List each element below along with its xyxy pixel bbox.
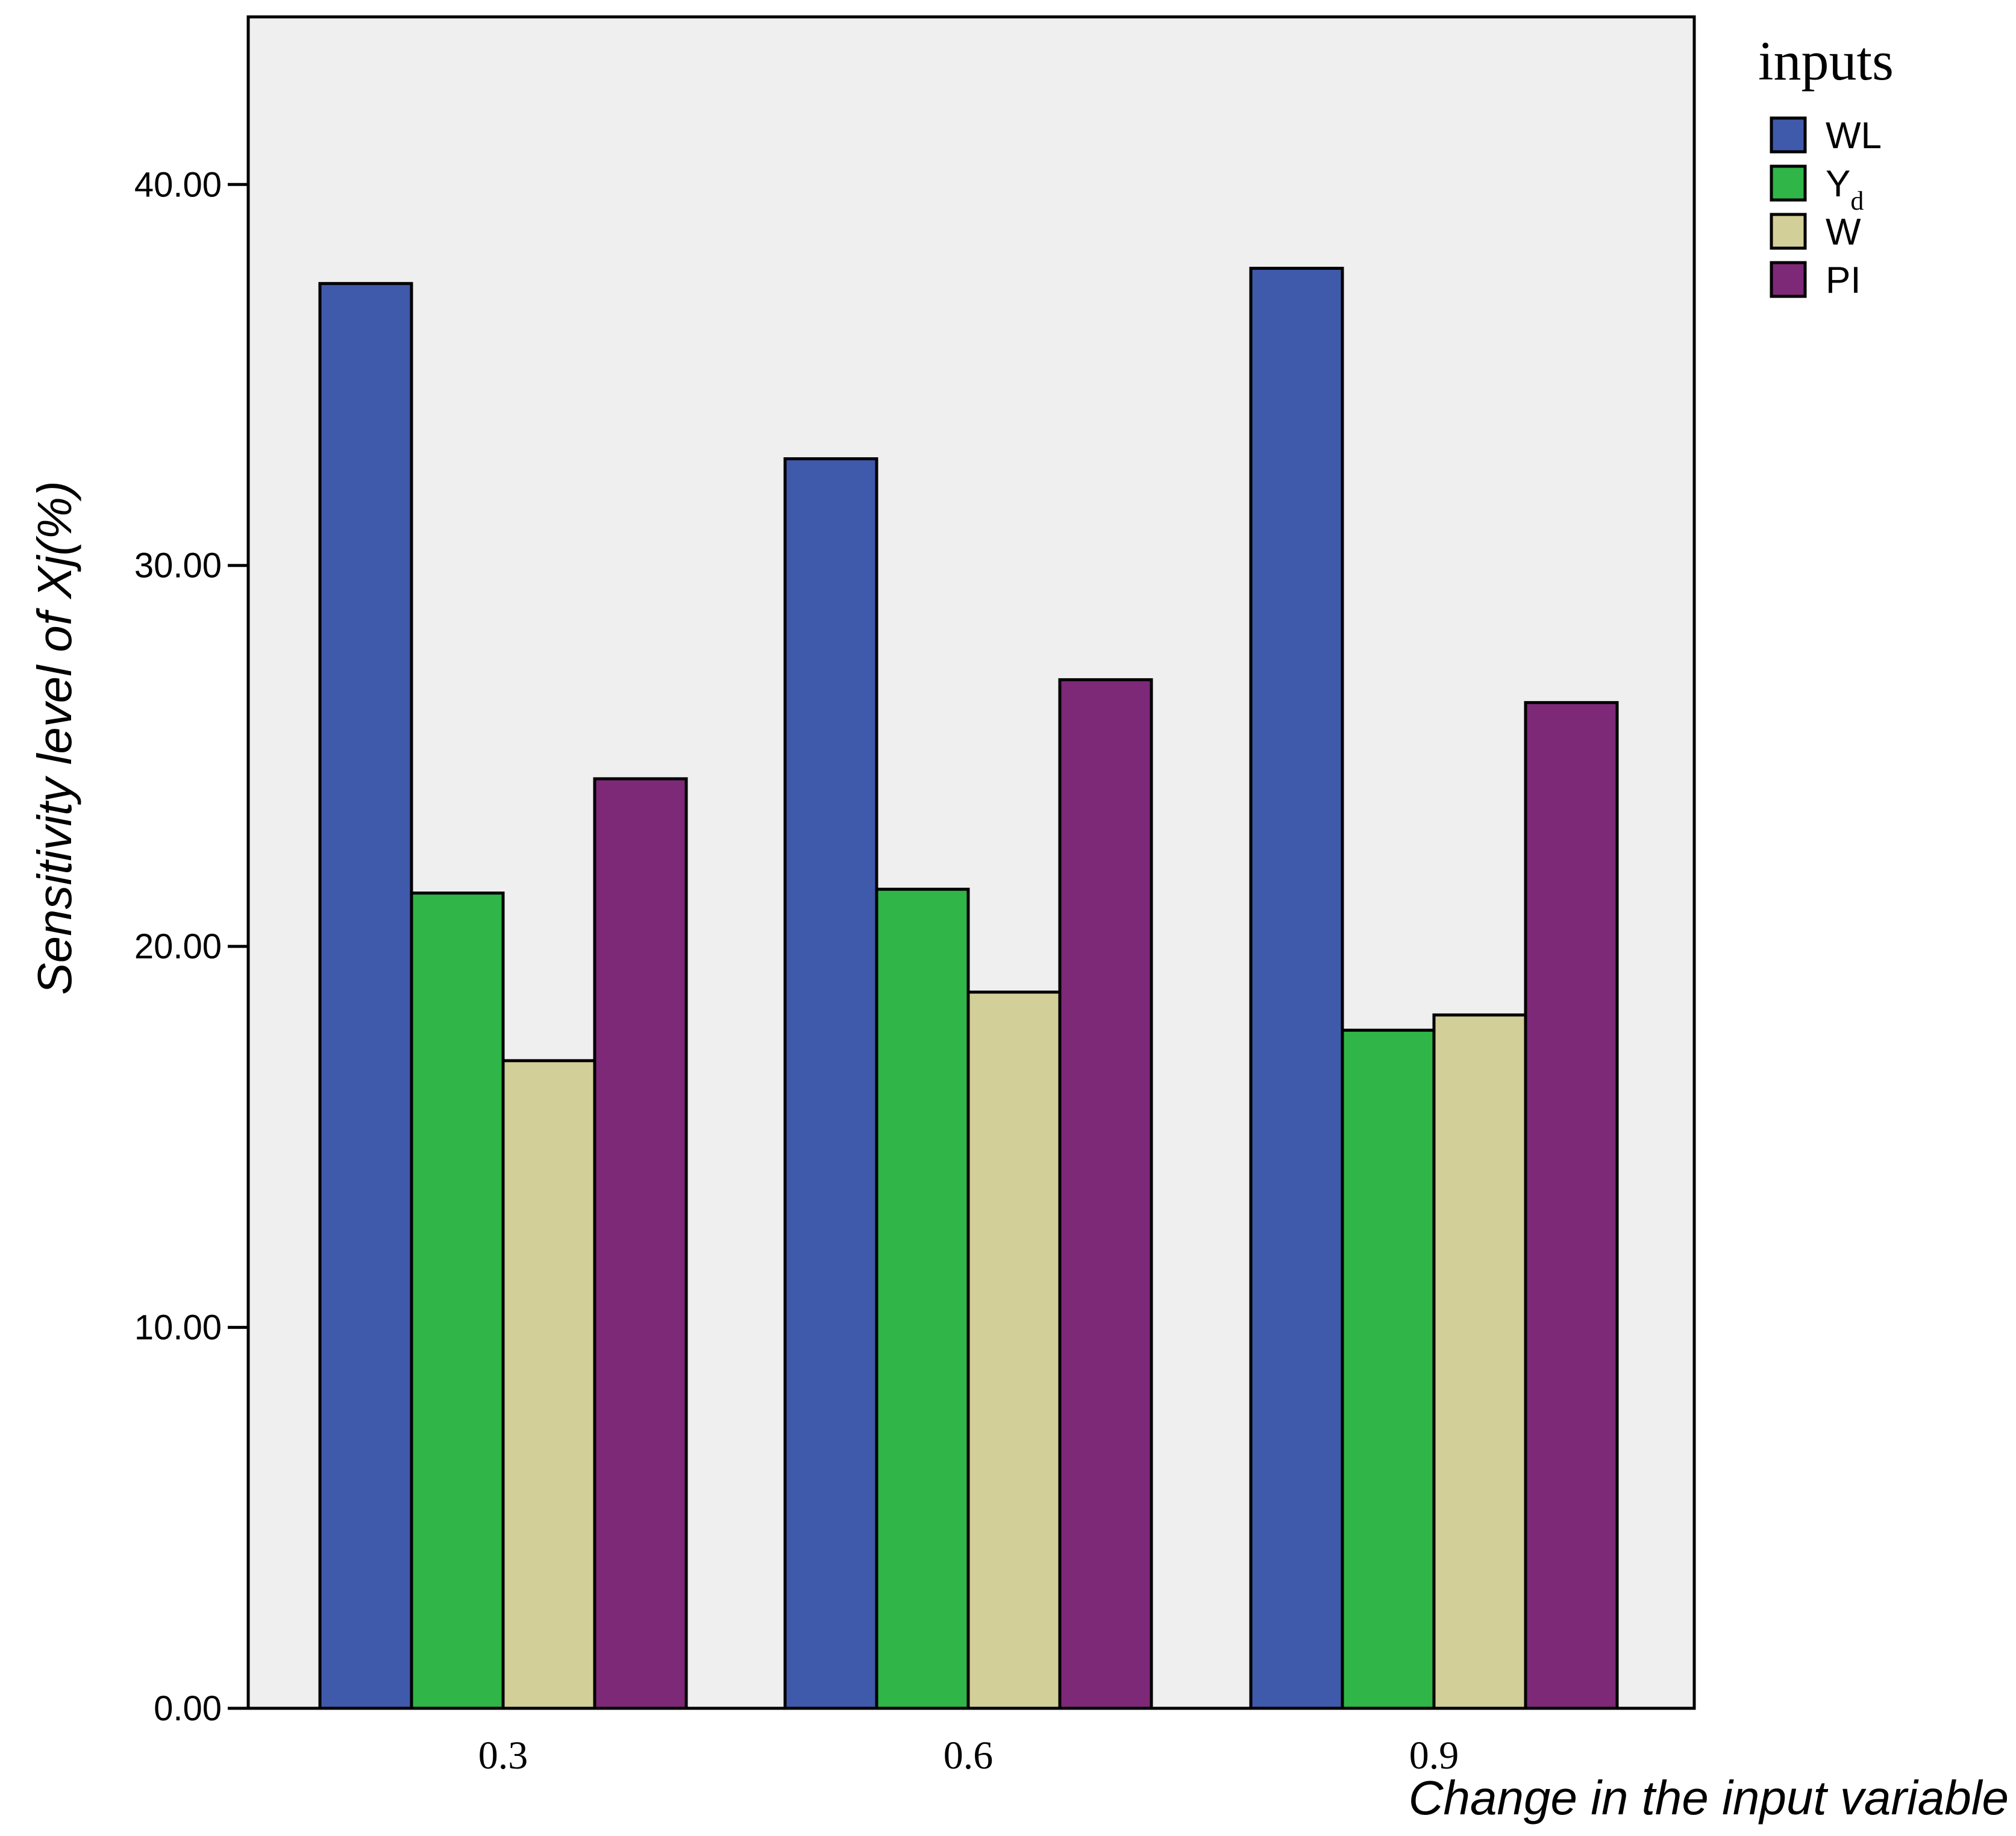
bar-w-0_3 <box>501 1059 596 1710</box>
legend-label-main: W <box>1826 211 1861 253</box>
x-tick-label: 0.9 <box>1409 1734 1459 1778</box>
legend-label-subscript: d <box>1850 186 1864 216</box>
x-tick-label: 0.3 <box>478 1734 528 1778</box>
bar-wl-0_6 <box>783 457 878 1710</box>
bar-pi-0_6 <box>1058 678 1153 1710</box>
y-tick-label: 40.00 <box>134 165 222 204</box>
bar-wl-0_3 <box>318 282 413 1710</box>
legend-label-pi: PI <box>1826 260 1861 301</box>
plot-frame <box>246 15 1696 1710</box>
x-axis: 0.3 0.6 0.9 <box>478 1734 1459 1778</box>
x-tick-label: 0.6 <box>944 1734 994 1778</box>
bar-yd-0_9 <box>1341 1028 1436 1710</box>
bar-yd-0_3 <box>410 891 505 1710</box>
legend-swatch-w <box>1770 213 1807 250</box>
legend-label-wl: WL <box>1826 115 1882 157</box>
bars-layer <box>318 266 1619 1710</box>
y-tick-label: 10.00 <box>134 1308 222 1347</box>
bar-wl-0_9 <box>1249 266 1344 1710</box>
y-axis-title: Sensitivity level of Xj(%) <box>28 481 81 995</box>
legend-label-main: Y <box>1826 163 1850 205</box>
bar-pi-0_9 <box>1524 701 1619 1710</box>
legend-label-w: W <box>1826 211 1861 253</box>
bar-yd-0_6 <box>875 887 970 1710</box>
y-tick-label: 30.00 <box>134 546 222 585</box>
bar-w-0_6 <box>966 990 1062 1710</box>
x-axis-title: Change in the input variable <box>1409 1771 2009 1825</box>
legend-label-main: PI <box>1826 260 1861 301</box>
legend-label-main: WL <box>1826 115 1882 157</box>
legend-swatch-wl <box>1770 116 1807 154</box>
y-tick-label: 20.00 <box>134 927 222 966</box>
y-tick-label: 0.00 <box>154 1689 222 1728</box>
legend-title: inputs <box>1758 30 1894 92</box>
bar-pi-0_3 <box>593 777 688 1710</box>
legend-swatch-pi <box>1770 261 1807 298</box>
legend: inputs WL YdW PI <box>1758 30 1894 301</box>
legend-items: WL YdW PI <box>1770 115 1882 301</box>
y-axis: 0.00 10.00 20.00 30.00 40.00 <box>134 165 248 1728</box>
legend-swatch-yd <box>1770 164 1807 202</box>
bar-w-0_9 <box>1432 1013 1527 1710</box>
legend-label-yd: Yd <box>1826 163 1864 216</box>
